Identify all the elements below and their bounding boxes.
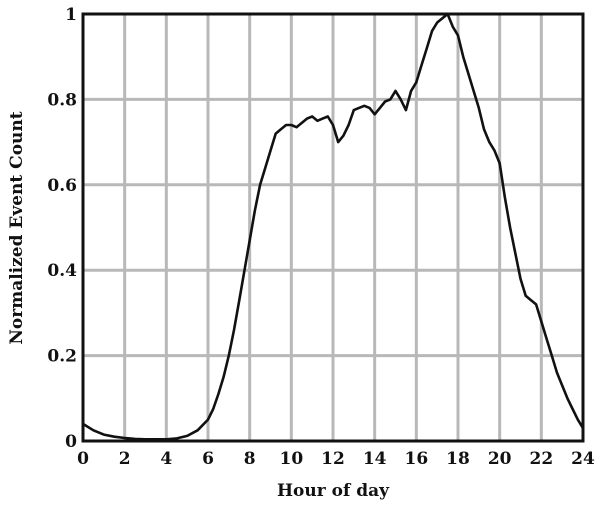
grid bbox=[81, 12, 585, 443]
y-tick-label: 1 bbox=[65, 5, 77, 25]
x-tick-label: 0 bbox=[77, 449, 89, 469]
y-tick-label: 0.4 bbox=[47, 261, 77, 281]
x-tick-label: 24 bbox=[571, 449, 595, 469]
x-tick-label: 16 bbox=[404, 449, 428, 469]
x-tick-label: 20 bbox=[488, 449, 512, 469]
series-line bbox=[81, 12, 585, 441]
x-tick-label: 2 bbox=[119, 449, 131, 469]
y-tick-label: 0 bbox=[65, 432, 77, 452]
x-tick-label: 6 bbox=[202, 449, 214, 469]
x-tick-label: 10 bbox=[279, 449, 303, 469]
x-tick-label: 22 bbox=[529, 449, 553, 469]
x-tick-label: 12 bbox=[321, 449, 345, 469]
series-group bbox=[81, 12, 585, 441]
x-tick-label: 8 bbox=[244, 449, 256, 469]
x-axis-label: Hour of day bbox=[277, 481, 390, 501]
x-tick-label: 18 bbox=[446, 449, 470, 469]
y-axis-ticks: 0 0.2 0.4 0.6 0.8 1 bbox=[47, 5, 77, 452]
plot-frame bbox=[81, 12, 585, 443]
x-tick-label: 4 bbox=[160, 449, 172, 469]
y-axis-label: Normalized Event Count bbox=[7, 111, 27, 344]
y-tick-label: 0.2 bbox=[47, 347, 77, 367]
x-tick-label: 14 bbox=[363, 449, 387, 469]
y-tick-label: 0.8 bbox=[47, 90, 77, 110]
y-tick-label: 0.6 bbox=[47, 176, 77, 196]
x-axis-ticks: 0 2 4 6 8 10 12 14 16 18 20 22 24 bbox=[77, 449, 595, 469]
